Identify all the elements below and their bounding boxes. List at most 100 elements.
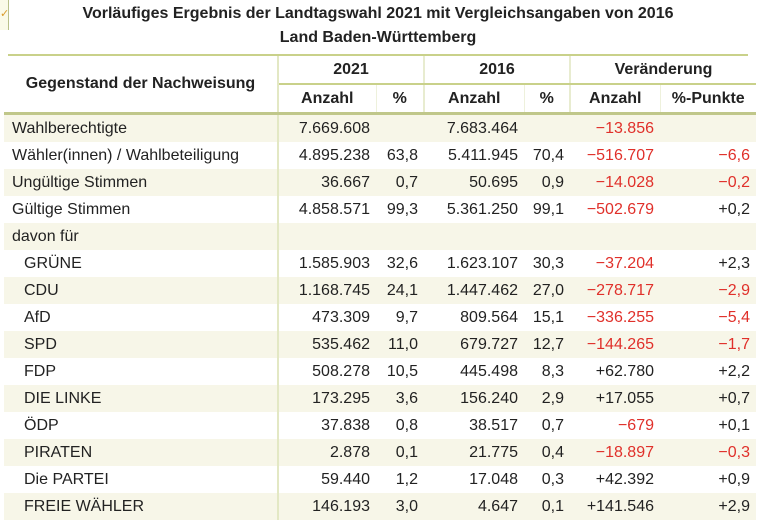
row-label: Wähler(innen) / Wahlbeteiligung xyxy=(4,142,279,169)
results-body: Wahlberechtigte 7.669.608 7.683.464 −13.856… xyxy=(4,113,756,520)
row-label: FDP xyxy=(4,358,279,385)
count-change-cell: −336.255 xyxy=(586,308,654,326)
header-anzahl-change: Anzahl xyxy=(569,84,660,115)
pct-2016-cell: 0,4 xyxy=(524,439,570,466)
header-2016: 2016 xyxy=(423,56,570,85)
table-row: CDU 1.168.745 24,1 1.447.462 27,0 −278.717 −2,… xyxy=(4,277,756,304)
count-change-cell: −502.679 xyxy=(586,200,654,218)
count-change-cell: −278.717 xyxy=(570,277,660,304)
count-2021-cell: 1.168.745 xyxy=(278,277,376,304)
pct-2021-cell: 32,6 xyxy=(386,254,418,272)
count-2016-cell: 445.498 xyxy=(460,362,518,380)
count-2021-cell: 535.462 xyxy=(278,331,376,358)
row-label: AfD xyxy=(4,304,279,331)
header-change: Veränderung xyxy=(569,56,756,85)
pct-points-change-cell: +2,3 xyxy=(718,254,750,272)
count-2016-cell: 5.411.945 xyxy=(448,146,518,164)
header-label: Gegenstand der Nachweisung xyxy=(4,56,279,115)
pct-2021-cell: 10,5 xyxy=(386,362,418,380)
count-2021-cell: 4.895.238 xyxy=(298,146,370,164)
table-row: Die PARTEI 59.440 1,2 17.048 0,3 +42.392 +0,9 xyxy=(4,466,756,493)
header-anzahl-2021: Anzahl xyxy=(277,84,376,115)
count-change-cell: −13.856 xyxy=(570,113,660,142)
pct-2016-cell xyxy=(524,113,570,142)
pct-2021-cell: 3,6 xyxy=(376,385,424,412)
pct-2021-cell: 1,2 xyxy=(395,470,418,488)
pct-2016-cell: 8,3 xyxy=(541,362,564,380)
table-row: PIRATEN 2.878 0,1 21.775 0,4 −18.897 −0,3 xyxy=(4,439,756,466)
count-change-cell: +141.546 xyxy=(570,493,660,520)
count-2021-cell: 173.295 xyxy=(278,385,376,412)
count-change-cell: −37.204 xyxy=(595,254,654,272)
count-2021-cell xyxy=(278,223,376,250)
row-label: davon für xyxy=(4,223,279,250)
pct-2016-cell: 27,0 xyxy=(524,277,570,304)
count-2021-cell: 36.667 xyxy=(278,169,376,196)
row-label: PIRATEN xyxy=(4,439,279,466)
count-2016-cell: 156.240 xyxy=(424,385,524,412)
count-change-cell xyxy=(570,223,660,250)
count-2016-cell: 5.361.250 xyxy=(446,200,518,218)
pct-2021-cell xyxy=(376,113,424,142)
pct-points-change-cell: +2,2 xyxy=(718,362,750,380)
title-line-2: Land Baden-Württemberg xyxy=(279,29,477,46)
pct-2021-cell: 0,1 xyxy=(376,439,424,466)
pct-points-change-cell: +0,7 xyxy=(660,385,756,412)
pct-points-change-cell xyxy=(660,223,756,250)
results-table: Gegenstand der Nachweisung 2021 2016 Ver… xyxy=(4,56,756,520)
header-2021: 2021 xyxy=(277,56,424,85)
pct-2021-cell: 24,1 xyxy=(376,277,424,304)
count-2016-cell: 38.517 xyxy=(469,416,518,434)
count-change-cell: −679 xyxy=(617,416,654,434)
pct-2016-cell xyxy=(524,223,570,250)
pct-2021-cell: 11,0 xyxy=(376,331,424,358)
pct-points-change-cell: −1,7 xyxy=(660,331,756,358)
count-2021-cell: 59.440 xyxy=(321,470,370,488)
table-row: SPD 535.462 11,0 679.727 12,7 −144.265 −1,7 xyxy=(4,331,756,358)
row-label: GRÜNE xyxy=(4,250,279,277)
row-label: DIE LINKE xyxy=(4,385,279,412)
pct-2021-cell: 9,7 xyxy=(395,308,418,326)
header-row-sub: Anzahl % Anzahl % Anzahl %-Punkte xyxy=(4,84,756,115)
count-change-cell: +17.055 xyxy=(570,385,660,412)
row-label: Wahlberechtigte xyxy=(4,113,279,142)
count-2016-cell: 4.647 xyxy=(424,493,524,520)
pct-points-change-cell: +0,2 xyxy=(718,200,750,218)
count-change-cell: −14.028 xyxy=(570,169,660,196)
row-label: Die PARTEI xyxy=(4,466,279,493)
pct-points-change-cell: +0,9 xyxy=(718,470,750,488)
count-2021-cell: 2.878 xyxy=(278,439,376,466)
table-row: DIE LINKE 173.295 3,6 156.240 2,9 +17.055 +0,7 xyxy=(4,385,756,412)
row-label: CDU xyxy=(4,277,279,304)
count-change-cell: +42.392 xyxy=(595,470,654,488)
pct-2016-cell: 15,1 xyxy=(532,308,564,326)
table-row: FREIE WÄHLER 146.193 3,0 4.647 0,1 +141.546 +2… xyxy=(4,493,756,520)
count-2021-cell: 7.669.608 xyxy=(278,113,376,142)
pct-2016-cell: 70,4 xyxy=(532,146,564,164)
header-pct-2016: % xyxy=(523,84,570,115)
pct-2021-cell: 0,8 xyxy=(395,416,418,434)
count-change-cell: +62.780 xyxy=(595,362,654,380)
table-row: ÖDP 37.838 0,8 38.517 0,7 −679 +0,1 xyxy=(4,412,756,439)
table-row: Wähler(innen) / Wahlbeteiligung 4.895.238… xyxy=(4,142,756,169)
count-2021-cell: 1.585.903 xyxy=(298,254,370,272)
page-title: Vorläufiges Ergebnis der Landtagswahl 20… xyxy=(8,2,748,56)
row-label: SPD xyxy=(4,331,279,358)
header-anzahl-2016: Anzahl xyxy=(423,84,524,115)
pct-2021-cell: 0,7 xyxy=(376,169,424,196)
count-2021-cell: 146.193 xyxy=(278,493,376,520)
title-line-1: Vorläufiges Ergebnis der Landtagswahl 20… xyxy=(82,5,674,22)
pct-2016-cell: 0,9 xyxy=(524,169,570,196)
pct-points-change-cell: +2,9 xyxy=(660,493,756,520)
count-change-cell: −144.265 xyxy=(570,331,660,358)
count-2016-cell: 679.727 xyxy=(424,331,524,358)
pct-2021-cell: 3,0 xyxy=(376,493,424,520)
count-2021-cell: 473.309 xyxy=(312,308,370,326)
pct-2021-cell xyxy=(376,223,424,250)
table-row: AfD 473.309 9,7 809.564 15,1 −336.255 −5,4 xyxy=(4,304,756,331)
pct-2016-cell: 2,9 xyxy=(524,385,570,412)
pct-2016-cell: 30,3 xyxy=(532,254,564,272)
count-2016-cell: 809.564 xyxy=(460,308,518,326)
pct-2021-cell: 99,3 xyxy=(386,200,418,218)
count-2016-cell xyxy=(424,223,524,250)
